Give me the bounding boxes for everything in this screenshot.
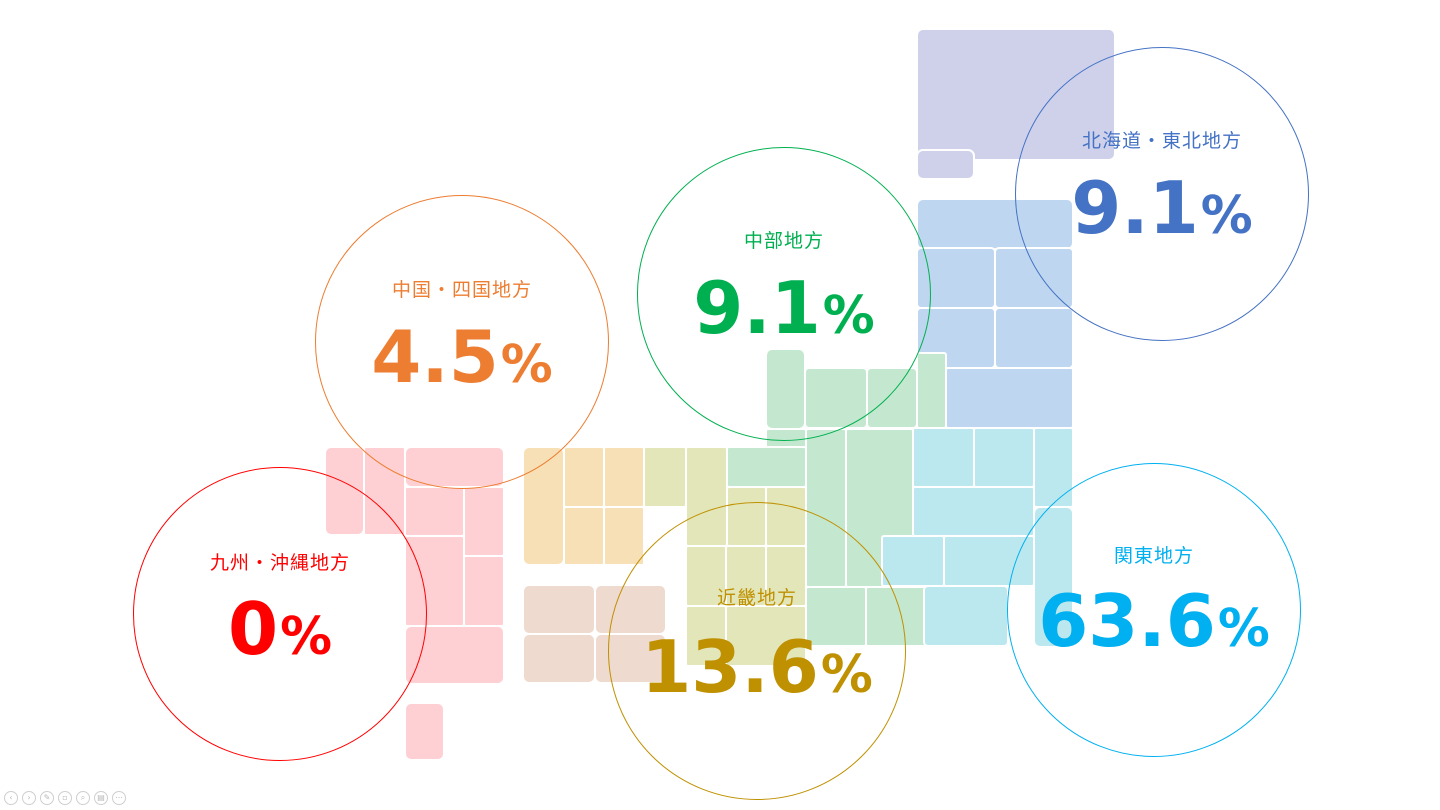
- region-name: 近畿地方: [716, 587, 797, 609]
- prefecture-tile: [923, 585, 1009, 647]
- region-name: 中国・四国地方: [391, 279, 532, 301]
- prefecture-tile: [522, 584, 596, 635]
- region-chubu: 中部地方 9.1%: [637, 147, 931, 441]
- region-name: 中部地方: [743, 230, 824, 252]
- prefecture-tile: [912, 427, 975, 488]
- region-name: 九州・沖縄地方: [209, 552, 350, 574]
- region-hokkaido-tohoku: 北海道・東北地方 9.1%: [1015, 47, 1309, 341]
- region-value: 63.6%: [1038, 579, 1270, 663]
- prefecture-tile: [643, 446, 687, 508]
- region-value: 4.5%: [371, 315, 553, 399]
- next-icon[interactable]: ›: [22, 791, 36, 805]
- region-kinki: 近畿地方 13.6%: [608, 502, 906, 800]
- prefecture-tile: [916, 149, 975, 180]
- more-icon[interactable]: ⋯: [112, 791, 126, 805]
- prefecture-tile: [463, 555, 505, 627]
- prefecture-tile: [603, 446, 645, 508]
- zoom-icon[interactable]: ⌕: [76, 791, 90, 805]
- prefecture-tile: [726, 446, 807, 488]
- prefecture-tile: [404, 486, 465, 537]
- prefecture-tile: [912, 486, 1035, 537]
- region-kanto: 関東地方 63.6%: [1007, 463, 1301, 757]
- prefecture-tile: [522, 633, 596, 684]
- region-name: 北海道・東北地方: [1081, 130, 1242, 152]
- region-value: 0%: [227, 587, 333, 671]
- prefecture-tile: [603, 506, 645, 566]
- prefecture-tile: [463, 486, 505, 557]
- slideshow-controls: ‹ › ✎ ▫ ⌕ ▤ ⋯: [4, 791, 126, 805]
- slides-icon[interactable]: ▫: [58, 791, 72, 805]
- prefecture-tile: [973, 427, 1035, 488]
- region-value: 9.1%: [1071, 166, 1253, 250]
- region-value: 9.1%: [693, 266, 875, 350]
- prefecture-tile: [994, 307, 1074, 369]
- region-chugoku-shikoku: 中国・四国地方 4.5%: [315, 195, 609, 489]
- subtitles-icon[interactable]: ▤: [94, 791, 108, 805]
- prefecture-tile: [404, 702, 445, 761]
- prefecture-tile: [945, 367, 1074, 429]
- region-kyushu-okinawa: 九州・沖縄地方 0%: [133, 467, 427, 761]
- region-value: 13.6%: [641, 625, 873, 709]
- prefecture-tile: [563, 446, 605, 508]
- prev-icon[interactable]: ‹: [4, 791, 18, 805]
- prefecture-tile: [563, 506, 605, 566]
- prefecture-tile: [881, 535, 945, 587]
- pen-icon[interactable]: ✎: [40, 791, 54, 805]
- region-name: 関東地方: [1113, 545, 1194, 567]
- prefecture-tile: [916, 352, 947, 429]
